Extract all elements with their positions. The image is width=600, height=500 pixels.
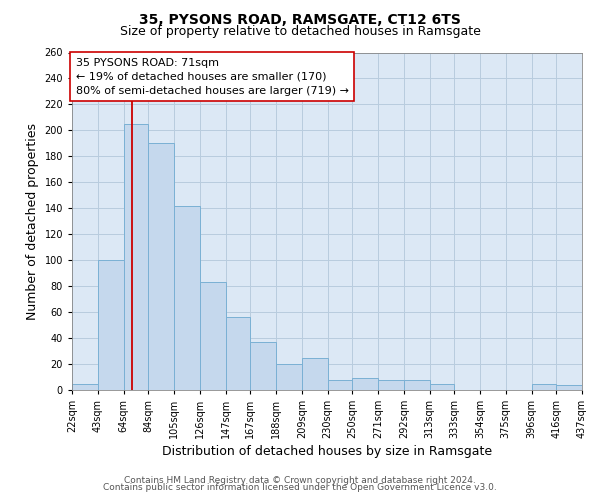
Bar	[378, 380, 404, 390]
Bar	[328, 380, 352, 390]
Text: 35 PYSONS ROAD: 71sqm
← 19% of detached houses are smaller (170)
80% of semi-det: 35 PYSONS ROAD: 71sqm ← 19% of detached …	[76, 58, 349, 96]
Bar	[250, 342, 276, 390]
Bar	[226, 318, 250, 390]
Bar	[98, 260, 124, 390]
Bar	[174, 206, 200, 390]
Bar	[200, 282, 226, 390]
Bar	[276, 364, 302, 390]
Bar	[404, 380, 430, 390]
Bar	[556, 385, 582, 390]
Bar	[124, 124, 148, 390]
Text: 35, PYSONS ROAD, RAMSGATE, CT12 6TS: 35, PYSONS ROAD, RAMSGATE, CT12 6TS	[139, 12, 461, 26]
Y-axis label: Number of detached properties: Number of detached properties	[26, 122, 39, 320]
Bar	[72, 384, 98, 390]
Bar	[532, 384, 556, 390]
Bar	[302, 358, 328, 390]
Text: Contains public sector information licensed under the Open Government Licence v3: Contains public sector information licen…	[103, 484, 497, 492]
Bar	[352, 378, 378, 390]
Text: Size of property relative to detached houses in Ramsgate: Size of property relative to detached ho…	[119, 25, 481, 38]
X-axis label: Distribution of detached houses by size in Ramsgate: Distribution of detached houses by size …	[162, 446, 492, 458]
Bar	[430, 384, 454, 390]
Text: Contains HM Land Registry data © Crown copyright and database right 2024.: Contains HM Land Registry data © Crown c…	[124, 476, 476, 485]
Bar	[148, 144, 174, 390]
